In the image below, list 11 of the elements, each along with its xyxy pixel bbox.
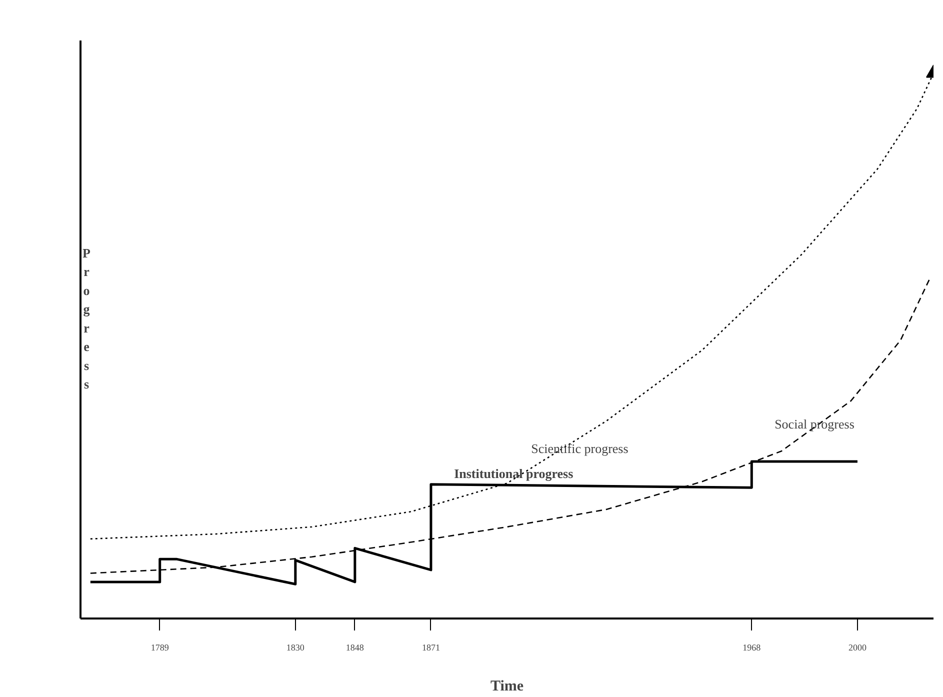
x-tick-label: 2000 — [848, 642, 867, 652]
x-tick-label: 1830 — [286, 642, 305, 652]
x-tick-label: 1871 — [422, 642, 440, 652]
x-tick-label: 1848 — [346, 642, 364, 652]
x-tick-label: 1968 — [742, 642, 762, 652]
y-axis-title: Progress — [82, 245, 91, 392]
series-label: Institutional progress — [454, 466, 574, 481]
x-tick-label: 1789 — [150, 642, 170, 652]
x-axis-title: Time — [490, 678, 524, 694]
series-label: Scientific progress — [531, 440, 628, 456]
series-label: Social progress — [774, 416, 854, 432]
